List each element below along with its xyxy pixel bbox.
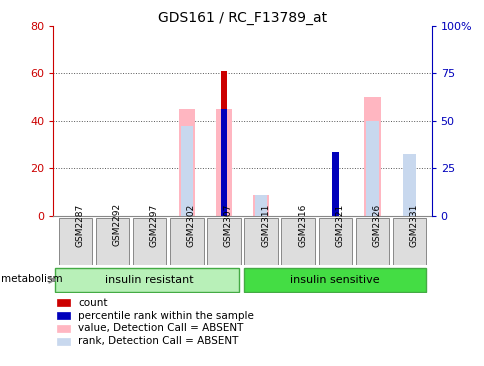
Bar [57, 325, 70, 332]
Bar [178, 109, 195, 216]
Title: GDS161 / RC_F13789_at: GDS161 / RC_F13789_at [158, 11, 326, 25]
FancyBboxPatch shape [207, 218, 240, 265]
FancyBboxPatch shape [170, 218, 203, 265]
Bar [363, 97, 380, 216]
Text: GSM2287: GSM2287 [76, 203, 84, 247]
Bar [254, 195, 267, 216]
Text: percentile rank within the sample: percentile rank within the sample [78, 311, 253, 321]
FancyBboxPatch shape [133, 218, 166, 265]
Bar [365, 121, 378, 216]
Text: GSM2302: GSM2302 [186, 203, 196, 247]
Bar [180, 126, 193, 216]
Text: GSM2307: GSM2307 [224, 203, 232, 247]
Bar [215, 109, 232, 216]
Text: insulin resistant: insulin resistant [105, 275, 194, 285]
Bar [331, 154, 338, 216]
Text: GSM2321: GSM2321 [334, 203, 344, 247]
FancyBboxPatch shape [355, 218, 388, 265]
Text: GSM2292: GSM2292 [112, 203, 121, 246]
Bar [331, 152, 338, 216]
Text: GSM2316: GSM2316 [298, 203, 306, 247]
Text: rank, Detection Call = ABSENT: rank, Detection Call = ABSENT [78, 336, 238, 346]
Bar [220, 71, 227, 216]
FancyBboxPatch shape [281, 218, 314, 265]
FancyBboxPatch shape [59, 218, 92, 265]
Text: GSM2297: GSM2297 [150, 203, 158, 247]
FancyBboxPatch shape [318, 218, 351, 265]
Text: metabolism: metabolism [1, 274, 63, 284]
Bar [57, 299, 70, 306]
Bar [57, 312, 70, 319]
Bar [402, 154, 415, 216]
FancyBboxPatch shape [55, 268, 238, 292]
Text: value, Detection Call = ABSENT: value, Detection Call = ABSENT [78, 324, 243, 333]
Text: GSM2331: GSM2331 [408, 203, 418, 247]
FancyBboxPatch shape [392, 218, 425, 265]
Bar [57, 338, 70, 345]
Text: insulin sensitive: insulin sensitive [290, 275, 379, 285]
FancyBboxPatch shape [244, 268, 425, 292]
Text: count: count [78, 298, 107, 308]
FancyBboxPatch shape [244, 218, 277, 265]
Bar [220, 109, 227, 216]
Text: GSM2311: GSM2311 [260, 203, 270, 247]
Text: GSM2326: GSM2326 [372, 203, 380, 247]
FancyBboxPatch shape [96, 218, 129, 265]
Bar [252, 195, 269, 216]
